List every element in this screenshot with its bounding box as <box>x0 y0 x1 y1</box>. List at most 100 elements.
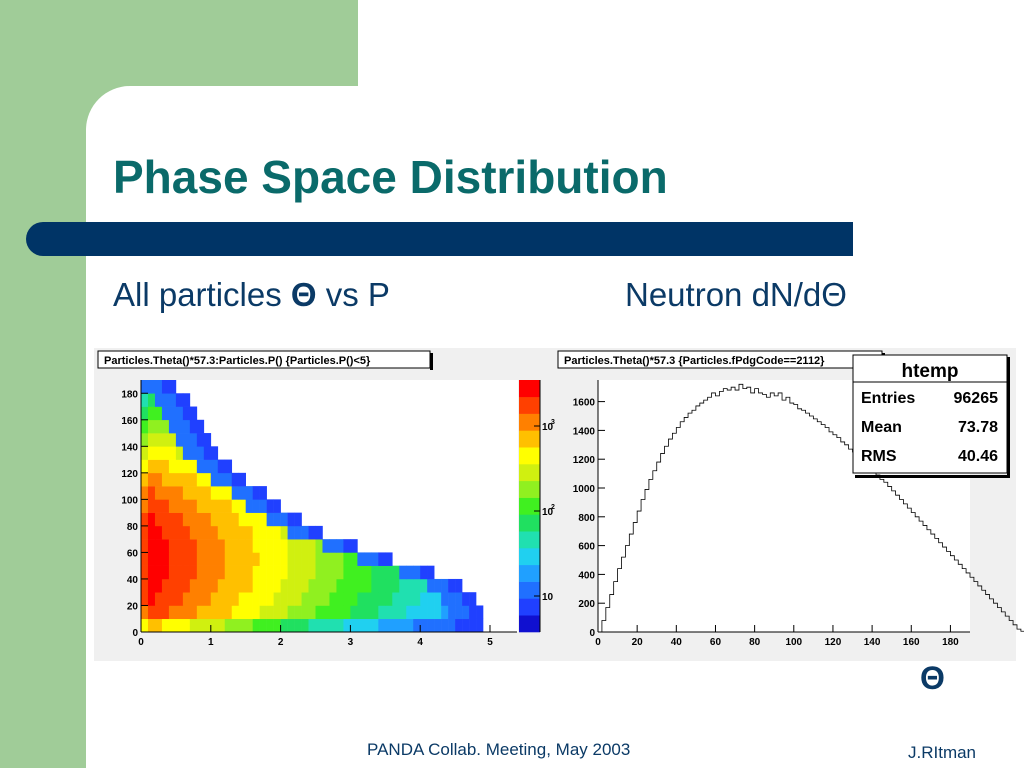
heatmap-cell <box>141 539 149 553</box>
heatmap-cell <box>154 406 163 421</box>
heatmap-cell <box>357 552 365 566</box>
histogram-y-tick-label: 0 <box>589 628 595 639</box>
heatmap-cell <box>252 539 260 553</box>
heatmap-cell <box>147 419 156 434</box>
heatmap-cell <box>210 539 219 553</box>
histogram-y-tick-label: 1600 <box>573 398 596 409</box>
heatmap-cell <box>189 472 198 487</box>
heatmap-cell <box>266 565 274 580</box>
heatmap-cell <box>175 525 184 540</box>
heatmap-cell <box>364 565 372 580</box>
heatmap-cell <box>217 605 226 620</box>
heatmap-cell <box>434 578 442 593</box>
heatmap-cell <box>343 578 351 593</box>
heatmap-cell <box>350 552 358 566</box>
heatmap-cell <box>252 486 260 500</box>
heatmap-cell <box>469 592 477 606</box>
histogram-x-tick-label: 20 <box>632 637 644 648</box>
colorbar-label: 10 <box>542 422 554 433</box>
heatmap-cell <box>141 552 149 566</box>
heatmap-y-tick-label: 40 <box>127 575 139 586</box>
heatmap-cell <box>385 578 393 593</box>
footer-meeting: PANDA Collab. Meeting, May 2003 <box>367 740 631 759</box>
heatmap-cell <box>175 605 184 620</box>
heatmap-cell <box>350 605 358 620</box>
heatmap-cell <box>266 552 274 566</box>
heatmap-cell <box>322 552 330 566</box>
heatmap-cell <box>427 592 435 606</box>
heatmap-cell <box>280 539 288 553</box>
heatmap-x-tick-labels: 0 1 2 3 4 5 <box>138 637 493 648</box>
heatmap-cell <box>273 499 281 513</box>
heatmap-cell <box>294 578 302 593</box>
heatmap-cell <box>420 565 428 580</box>
heatmap-cell <box>217 592 226 606</box>
heatmap-cell <box>196 499 205 513</box>
heatmap-cell <box>154 525 163 540</box>
histogram-y-tick-label: 800 <box>578 513 595 524</box>
heatmap-cell <box>238 605 246 620</box>
heatmap-cell <box>231 539 240 553</box>
heatmap-cell <box>141 499 149 513</box>
heatmap-cells <box>141 380 484 633</box>
heatmap-cell <box>322 618 330 633</box>
heatmap-cell <box>168 499 177 513</box>
heatmap-cell <box>217 499 226 513</box>
heatmap-cell <box>455 578 463 593</box>
heatmap-cell <box>427 605 435 620</box>
heatmap-cell <box>210 525 219 540</box>
heatmap-cell <box>273 512 281 527</box>
heatmap-cell <box>294 605 302 620</box>
heatmap-cell <box>175 472 184 487</box>
heatmap-cell <box>147 539 156 553</box>
heatmap-cell <box>141 525 149 540</box>
heatmap-cell <box>266 592 274 606</box>
heatmap-cell <box>203 552 212 566</box>
heatmap-cell <box>161 552 170 566</box>
heatmap-cell <box>273 552 281 566</box>
heatmap-cell <box>161 618 170 633</box>
histogram-y-tick-labels: 0 200 400 600 800 1000 1200 1400 1600 <box>573 398 596 639</box>
heatmap-cell <box>217 539 226 553</box>
heatmap-cell <box>168 525 177 540</box>
heatmap-cell <box>245 552 253 566</box>
heatmap-cell <box>308 539 316 553</box>
heatmap-cell <box>343 539 351 553</box>
colorbar-swatch <box>519 615 540 633</box>
heatmap-cell <box>252 605 260 620</box>
heatmap-cell <box>448 618 456 633</box>
heatmap-y-tick-label: 80 <box>127 522 139 533</box>
heatmap-cell <box>182 618 191 633</box>
heatmap-cell <box>210 618 219 633</box>
heatmap-cell <box>469 618 477 633</box>
heatmap-cell <box>371 565 379 580</box>
heatmap-cell <box>210 565 219 580</box>
heatmap-cell <box>231 472 240 487</box>
slide-title: Phase Space Distribution <box>113 151 668 203</box>
heatmap-cell <box>308 578 316 593</box>
heatmap-cell <box>147 605 156 620</box>
heatmap-cell <box>154 578 163 593</box>
heatmap-cell <box>392 578 400 593</box>
heatmap-cell <box>364 592 372 606</box>
heatmap-cell <box>371 618 379 633</box>
heatmap-cell <box>280 578 288 593</box>
heatmap-cell <box>147 552 156 566</box>
heatmap-cell <box>420 605 428 620</box>
heatmap-cell <box>217 565 226 580</box>
heatmap-y-tick-label: 160 <box>121 416 138 427</box>
heatmap-cell <box>364 618 372 633</box>
heatmap-cell <box>147 512 156 527</box>
heatmap-cell <box>217 525 226 540</box>
heatmap-cell <box>154 592 163 606</box>
heatmap-cell <box>301 578 309 593</box>
heatmap-cell <box>315 605 323 620</box>
heatmap-cell <box>427 578 435 593</box>
heatmap-cell <box>147 565 156 580</box>
heatmap-cell <box>336 552 344 566</box>
heatmap-cell <box>357 565 365 580</box>
heatmap-cell <box>245 578 253 593</box>
heatmap-cell <box>189 605 198 620</box>
heatmap-cell <box>141 393 149 407</box>
